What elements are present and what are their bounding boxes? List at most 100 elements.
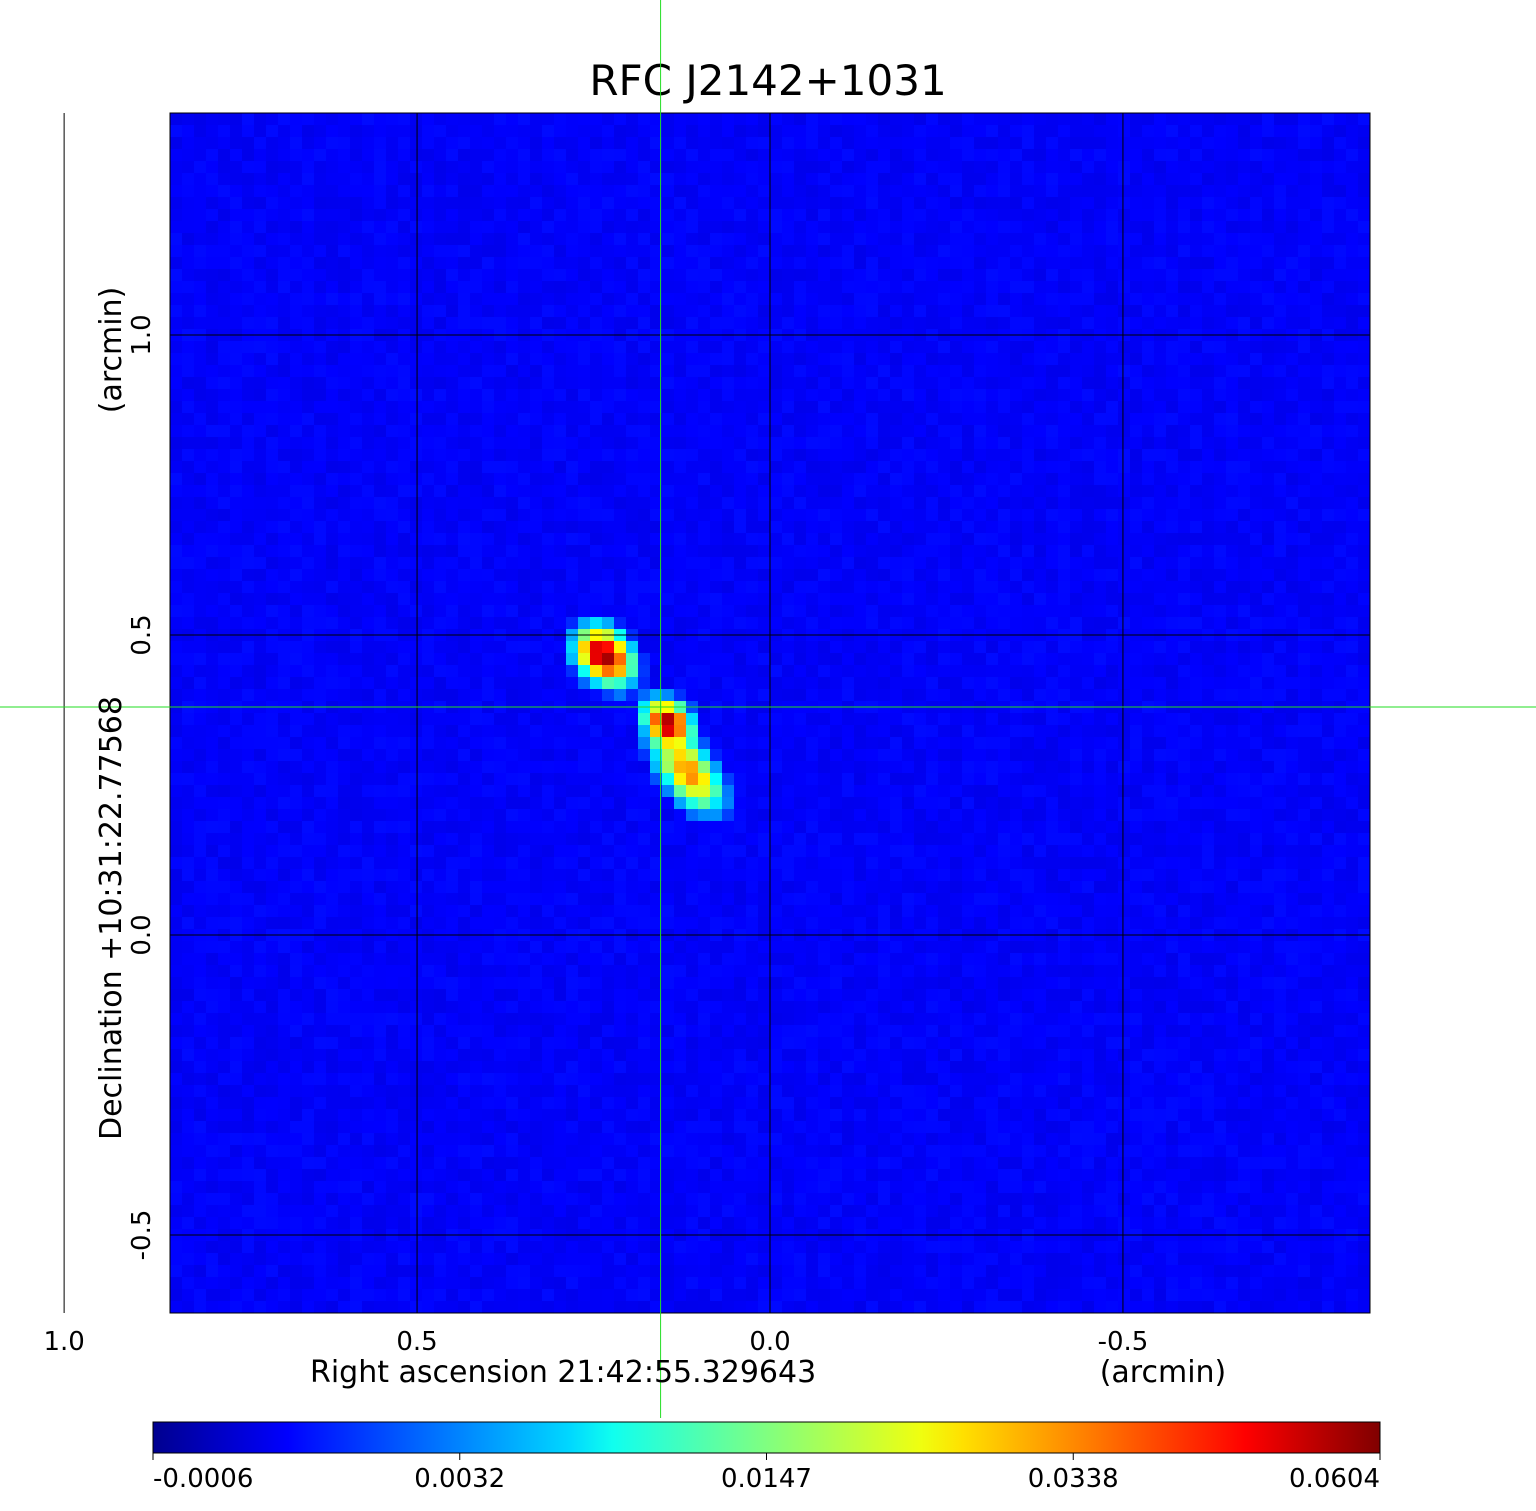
map-pixel (794, 281, 807, 294)
map-pixel (806, 269, 819, 282)
map-pixel (1154, 365, 1167, 378)
map-pixel (530, 569, 543, 582)
map-pixel (254, 377, 267, 390)
map-pixel (398, 653, 411, 666)
map-pixel (1226, 509, 1239, 522)
map-pixel (698, 497, 711, 510)
map-pixel (962, 461, 975, 474)
map-pixel (794, 209, 807, 222)
map-pixel (710, 485, 723, 498)
map-pixel (770, 593, 783, 606)
map-pixel (458, 485, 471, 498)
map-pixel (470, 209, 483, 222)
map-pixel (878, 269, 891, 282)
map-pixel (170, 185, 183, 198)
map-pixel (1322, 341, 1335, 354)
map-pixel (326, 413, 339, 426)
map-pixel (638, 113, 651, 126)
map-pixel (362, 545, 375, 558)
map-pixel (578, 233, 591, 246)
map-pixel (1022, 485, 1035, 498)
map-pixel (830, 473, 843, 486)
map-pixel (926, 137, 939, 150)
map-pixel (1298, 425, 1311, 438)
map-pixel (746, 125, 759, 138)
map-pixel (602, 581, 615, 594)
map-pixel (206, 449, 219, 462)
map-pixel (938, 545, 951, 558)
map-pixel (974, 437, 987, 450)
map-pixel (1250, 521, 1263, 534)
map-pixel (182, 221, 195, 234)
map-pixel (1130, 449, 1143, 462)
map-pixel (710, 197, 723, 210)
map-pixel (1046, 293, 1059, 306)
map-pixel (734, 677, 747, 690)
map-pixel (554, 497, 567, 510)
map-pixel (194, 437, 207, 450)
map-pixel (746, 605, 759, 618)
map-pixel (866, 149, 879, 162)
map-pixel (422, 425, 435, 438)
map-pixel (794, 689, 807, 702)
map-pixel (794, 641, 807, 654)
map-pixel (710, 641, 723, 654)
map-pixel (794, 665, 807, 678)
map-pixel (506, 233, 519, 246)
map-pixel (1202, 497, 1215, 510)
map-pixel (362, 197, 375, 210)
map-pixel (890, 209, 903, 222)
map-pixel (290, 233, 303, 246)
map-pixel (758, 341, 771, 354)
map-pixel (1190, 401, 1203, 414)
map-pixel (338, 485, 351, 498)
map-pixel (950, 341, 963, 354)
map-pixel (818, 389, 831, 402)
map-pixel (350, 293, 363, 306)
map-pixel (1298, 497, 1311, 510)
map-pixel (1094, 641, 1107, 654)
map-pixel (854, 233, 867, 246)
map-pixel (254, 281, 267, 294)
map-pixel (722, 353, 735, 366)
map-pixel (278, 425, 291, 438)
map-pixel (950, 221, 963, 234)
map-pixel (602, 113, 615, 126)
map-pixel (350, 485, 363, 498)
map-pixel (494, 689, 507, 702)
map-pixel (410, 113, 423, 126)
map-pixel (470, 317, 483, 330)
map-pixel (542, 617, 555, 630)
map-pixel (1046, 485, 1059, 498)
map-pixel (1142, 461, 1155, 474)
map-pixel (1094, 485, 1107, 498)
map-pixel (1202, 521, 1215, 534)
map-pixel (470, 485, 483, 498)
map-pixel (998, 365, 1011, 378)
map-pixel (890, 341, 903, 354)
map-pixel (1106, 521, 1119, 534)
map-pixel (902, 113, 915, 126)
map-pixel (578, 293, 591, 306)
map-pixel (1358, 437, 1370, 450)
map-pixel (650, 641, 663, 654)
map-pixel (998, 389, 1011, 402)
map-pixel (494, 269, 507, 282)
map-pixel (350, 545, 363, 558)
map-pixel (746, 389, 759, 402)
map-pixel (1166, 137, 1179, 150)
map-pixel (1262, 425, 1275, 438)
map-pixel (1106, 497, 1119, 510)
map-pixel (350, 557, 363, 570)
map-pixel (194, 413, 207, 426)
map-pixel (182, 197, 195, 210)
map-pixel (962, 161, 975, 174)
map-pixel (614, 161, 627, 174)
map-pixel (1010, 545, 1023, 558)
map-pixel (770, 221, 783, 234)
map-pixel (1082, 437, 1095, 450)
map-pixel (386, 449, 399, 462)
map-pixel (782, 293, 795, 306)
map-pixel (986, 317, 999, 330)
map-pixel (350, 269, 363, 282)
